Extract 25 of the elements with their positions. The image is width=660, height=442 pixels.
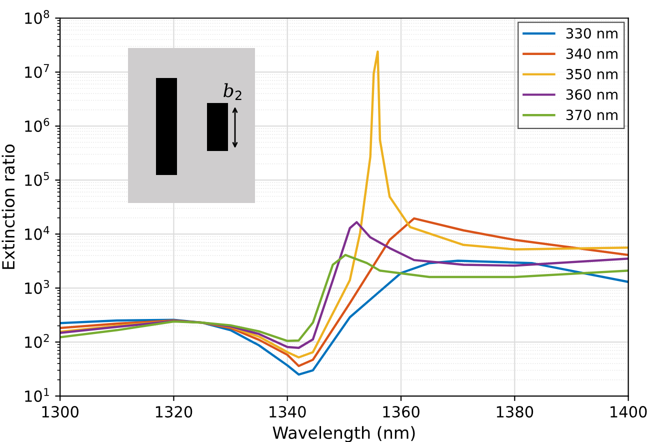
y-tick-label: 10$^{5}$: [25, 172, 49, 186]
y-axis-title: Extinction ratio: [2, 144, 15, 269]
line-series: [60, 50, 628, 358]
y-tick-label: 10$^{8}$: [25, 10, 50, 24]
legend-label: 350 nm: [566, 68, 618, 80]
x-tick-label: 1380: [496, 406, 534, 418]
x-tick-label: 1300: [42, 406, 78, 418]
legend-label: 360 nm: [566, 89, 618, 100]
x-tick-label: 1320: [156, 406, 192, 418]
y-tick-label: 10$^{4}$: [25, 226, 50, 240]
legend-label: 370 nm: [566, 110, 618, 120]
line-series: [60, 260, 628, 376]
y-tick-label: 10$^{3}$: [25, 280, 49, 294]
x-axis-title: Wavelength (nm): [272, 426, 415, 442]
y-tick-label: 10$^{2}$: [25, 334, 49, 348]
annotation: b$_{2}$: [224, 83, 242, 100]
x-tick-label: 1360: [383, 406, 420, 418]
y-tick-label: 10$^{1}$: [25, 388, 49, 402]
x-tick-label: 1400: [610, 406, 647, 418]
x-tick-label: 1340: [270, 406, 306, 418]
line-series: [60, 254, 628, 342]
y-tick-label: 10$^{6}$: [25, 118, 50, 132]
legend-label: 340 nm: [566, 48, 618, 59]
y-tick-label: 10$^{7}$: [25, 64, 49, 78]
legend-label: 330 nm: [566, 28, 618, 39]
